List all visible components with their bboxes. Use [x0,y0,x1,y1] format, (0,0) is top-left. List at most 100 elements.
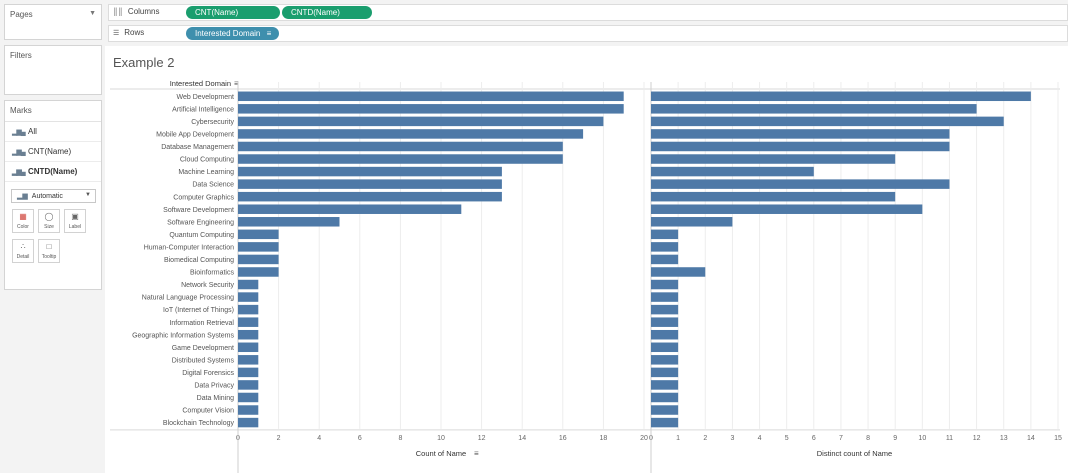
label-icon: ▣ [71,212,79,221]
bar-chart-icon: ▂▆▄ [12,148,26,156]
pill-cnt-name[interactable]: CNT(Name) [186,6,280,19]
filters-title: Filters [10,51,32,60]
x-tick-label: 8 [866,435,870,442]
row-label: Quantum Computing [169,232,234,239]
color-button[interactable]: ▦ Color [12,209,34,233]
x-tick-label: 9 [893,435,897,442]
row-label: Software Development [163,207,234,214]
label-button[interactable]: ▣ Label [64,209,86,233]
bar[interactable] [651,292,679,302]
mark-buttons-row-2: ∴ Detail □ Tooltip [5,233,101,263]
bar[interactable] [651,417,679,428]
bar[interactable] [238,91,624,102]
bar[interactable] [651,104,977,114]
columns-label: Columns [127,7,160,16]
bar[interactable] [651,367,679,378]
bar[interactable] [238,317,259,327]
row-label: Natural Language Processing [142,295,234,302]
bar[interactable] [238,129,584,139]
row-label: Software Engineering [167,219,234,226]
bar[interactable] [651,179,950,189]
bar[interactable] [651,91,1031,102]
columns-shelf[interactable]: ║║ Columns CNT(Name) CNTD(Name) [108,4,1068,21]
pill-cntd-name[interactable]: CNTD(Name) [282,6,372,19]
bar[interactable] [651,380,679,390]
bar[interactable] [651,154,896,164]
bar[interactable] [651,141,950,152]
bar[interactable] [238,279,259,290]
bar[interactable] [238,191,502,202]
bar[interactable] [651,254,679,265]
bar[interactable] [651,304,679,315]
bar[interactable] [238,329,259,340]
x-tick-label: 1 [676,435,680,442]
marks-item-all[interactable]: ▂▆▄ All [5,122,101,142]
x-tick-label: 4 [758,435,762,442]
filters-card[interactable]: Filters [4,45,102,95]
bar[interactable] [651,204,923,214]
bar[interactable] [651,129,950,139]
bar[interactable] [238,166,502,177]
columns-icon: ║║ [113,9,123,16]
detail-button[interactable]: ∴ Detail [12,239,34,263]
bar[interactable] [238,154,563,164]
bar[interactable] [651,116,1004,127]
marks-item-cnt-name[interactable]: ▂▆▄ CNT(Name) [5,142,101,162]
bar[interactable] [651,217,733,227]
bar[interactable] [238,229,279,240]
bar[interactable] [651,329,679,340]
bar[interactable] [238,204,462,214]
bar[interactable] [651,317,679,327]
bar[interactable] [238,104,624,114]
bar[interactable] [238,179,502,189]
row-label: Data Privacy [194,383,234,390]
bar[interactable] [651,242,679,252]
bar[interactable] [651,392,679,403]
bar[interactable] [238,292,259,302]
row-label: Data Mining [197,395,234,402]
mark-type-select[interactable]: ▂▆ Automatic ▼ [11,189,96,203]
bar[interactable] [238,217,340,227]
bar[interactable] [238,267,279,277]
bar[interactable] [651,267,706,277]
bar[interactable] [651,191,896,202]
chevron-down-icon[interactable]: ▼ [89,10,96,17]
rows-shelf[interactable]: ☰ Rows Interested Domain ≡ [108,25,1068,42]
size-button[interactable]: ◯ Size [38,209,60,233]
bar[interactable] [238,342,259,353]
bar[interactable] [238,417,259,428]
bar[interactable] [651,355,679,365]
label-label: Label [68,224,82,230]
row-label: Web Development [177,94,235,101]
pages-card[interactable]: Pages ▼ [4,4,102,40]
bar[interactable] [651,229,679,240]
row-label: IoT (Internet of Things) [163,307,234,314]
marks-item-cntd-name[interactable]: ▂▆▄ CNTD(Name) [5,162,101,182]
size-icon: ◯ [44,212,54,221]
pill-interested-domain[interactable]: Interested Domain ≡ [186,27,279,40]
bar[interactable] [238,141,563,152]
detail-label: Detail [16,254,30,260]
bar[interactable] [238,367,259,378]
bar[interactable] [238,304,259,315]
row-label: Human-Computer Interaction [144,244,234,251]
row-label: Digital Forensics [182,370,234,377]
chevron-down-icon: ▼ [85,192,91,198]
bar[interactable] [238,405,259,415]
bar[interactable] [238,392,259,403]
x-tick-label: 10 [918,435,926,442]
bar[interactable] [238,355,259,365]
sort-icon[interactable]: ≡ [234,79,239,88]
sort-icon[interactable]: ≡ [474,449,479,458]
bar[interactable] [238,242,279,252]
bar[interactable] [651,405,679,415]
bar[interactable] [651,342,679,353]
bar[interactable] [238,254,279,265]
bar[interactable] [238,380,259,390]
x-tick-label: 14 [1027,435,1035,442]
bar[interactable] [238,116,604,127]
tooltip-button[interactable]: □ Tooltip [38,239,60,263]
bar[interactable] [651,279,679,290]
bar[interactable] [651,166,814,177]
x-tick-label: 10 [437,435,445,442]
